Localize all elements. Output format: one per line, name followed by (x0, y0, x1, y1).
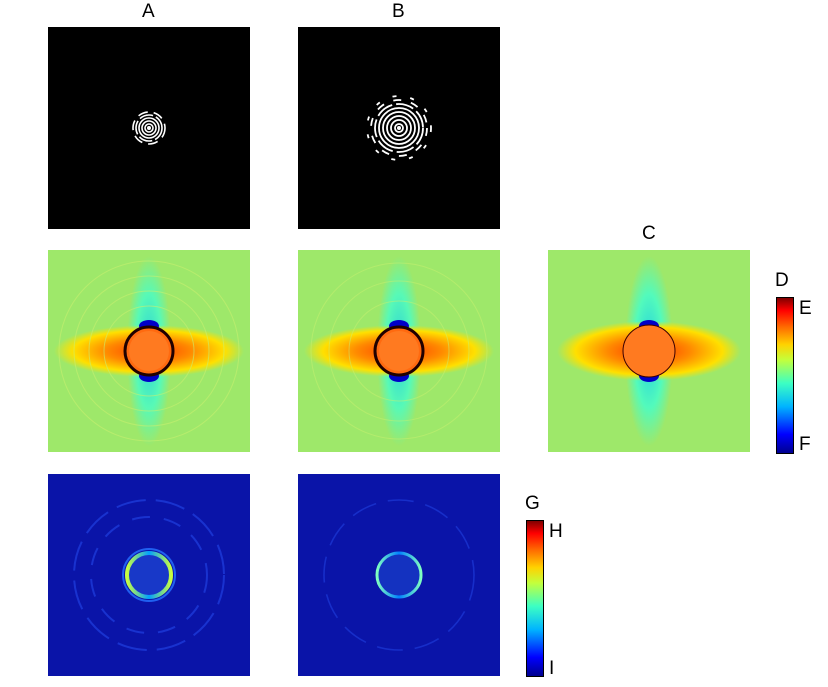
error-map-b (298, 474, 500, 676)
colorbar-top-title: D (775, 270, 789, 291)
error-map-a (48, 474, 250, 676)
colorbar-bottom-title: G (525, 493, 540, 514)
colorbar-bottom (526, 520, 544, 677)
colorbar-top-min-label: F (799, 434, 811, 455)
field-map-c (548, 250, 750, 452)
column-label-b: B (392, 1, 405, 22)
column-label-c: C (642, 223, 656, 244)
mask-panel-a (48, 27, 250, 229)
colorbar-bottom-min-label: I (549, 658, 555, 679)
mask-panel-b (298, 27, 500, 229)
colorbar-bottom-max-label: H (549, 521, 563, 542)
colorbar-top (776, 297, 794, 454)
colorbar-top-max-label: E (799, 298, 812, 319)
field-map-b (298, 250, 500, 452)
field-map-a (48, 250, 250, 452)
column-label-a: A (142, 1, 155, 22)
